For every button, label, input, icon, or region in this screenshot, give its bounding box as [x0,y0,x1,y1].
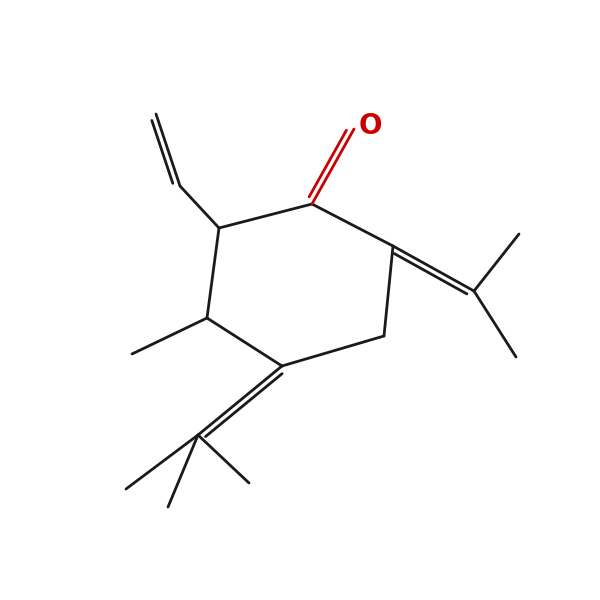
Text: O: O [359,112,383,140]
